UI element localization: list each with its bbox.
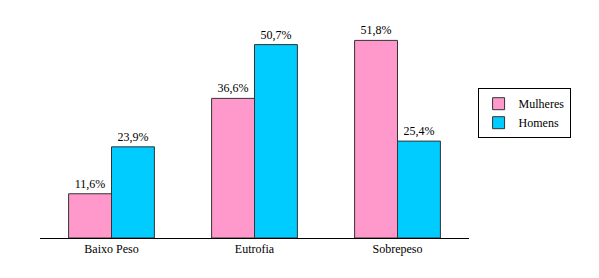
- svg-text:23,9%: 23,9%: [117, 130, 148, 144]
- svg-text:Baixo Peso: Baixo Peso: [84, 242, 138, 256]
- svg-text:Eutrofia: Eutrofia: [235, 242, 275, 256]
- svg-text:50,7%: 50,7%: [260, 28, 291, 42]
- svg-text:Sobrepeso: Sobrepeso: [373, 242, 423, 256]
- svg-text:Homens: Homens: [519, 116, 559, 130]
- svg-text:11,6%: 11,6%: [75, 177, 106, 191]
- svg-text:Mulheres: Mulheres: [519, 97, 565, 111]
- svg-text:36,6%: 36,6%: [218, 81, 249, 95]
- svg-text:51,8%: 51,8%: [361, 23, 392, 37]
- svg-text:25,4%: 25,4%: [403, 124, 434, 138]
